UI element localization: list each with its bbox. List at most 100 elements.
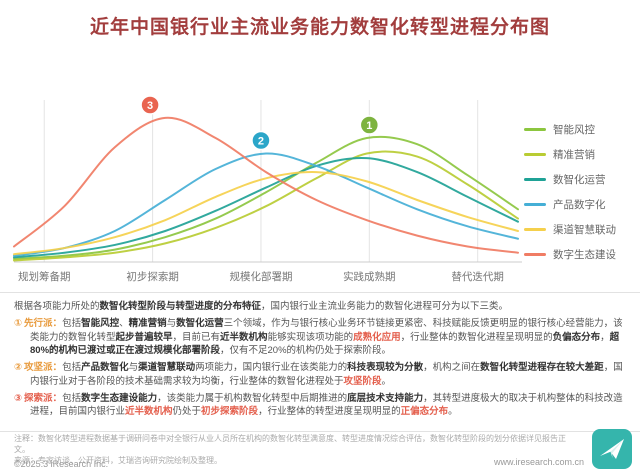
text-segment: ，行业整体的数智化进程呈现明显的 — [400, 331, 553, 343]
stage-marker-label: 3 — [147, 100, 153, 112]
legend-swatch — [524, 153, 546, 156]
text-segment: 产品数智化 — [81, 362, 129, 374]
text-segment: 三个领域，作为与银行核心业务环节链接更紧密、科技赋能反馈更明显的银行核心经营能力… — [30, 317, 623, 343]
website-text: www.iresearch.com.cn — [493, 457, 584, 467]
legend-item: 精准营销 — [524, 147, 630, 162]
legend-swatch — [524, 128, 546, 131]
legend-label: 数字生态建设 — [553, 249, 616, 261]
text-segment: 起步普遍较早 — [115, 331, 173, 343]
page-title: 近年中国银行业主流业务能力数智化转型进程分布图 — [89, 17, 550, 38]
text-segment: 超80%的机构已渡过或正在渡过规模化部署阶段 — [30, 331, 620, 357]
x-axis-label: 规划筹备期 — [18, 270, 71, 283]
footnote: 注释：数智化转型进程数据基于调研问卷中对全银行从业人员所在机构的数智化转型满意度… — [14, 434, 580, 466]
point-number: ① — [14, 317, 23, 329]
text-segment: 数智化转型阶段与转型进度的分布特征 — [99, 301, 262, 312]
text-segment: 攻坚派： — [24, 362, 63, 374]
x-axis-label: 初步探索期 — [126, 270, 179, 283]
text-segment: 根据各项能力所处的 — [14, 301, 100, 312]
legend-item: 产品数字化 — [524, 197, 630, 212]
text-segment: 精准营销 — [128, 317, 167, 329]
analysis-point: ① 先行派：包括智能风控、精准营销与数智化运营三个领域，作为与银行核心业务环节链接… — [14, 317, 626, 358]
stage-marker-label: 2 — [258, 136, 264, 148]
legend-label: 智能风控 — [553, 124, 595, 136]
text-segment: 近半数机构 — [125, 406, 173, 418]
text-segment: 与 — [166, 317, 177, 329]
copyright-text: ©2025.3 iResearch Inc. — [14, 459, 109, 469]
x-axis-label: 实践成熟期 — [343, 270, 396, 283]
text-segment: ，仅有不足20%的机构仍处于探索阶段。 — [220, 345, 392, 357]
text-segment: 成熟化应用 — [353, 331, 401, 343]
series-curve — [13, 171, 519, 256]
legend-item: 数智化运营 — [524, 172, 630, 187]
text-segment: 。 — [448, 406, 458, 418]
text-segment: 数智化转型进程存在较大差距 — [480, 362, 604, 374]
text-segment: 与 — [128, 362, 139, 374]
text-segment: ，行业整体的转型进度呈现明显的 — [258, 406, 401, 418]
chart-canvas: 规划筹备期 初步探索期 规模化部署期 实践成熟期 替代迭代期 1 2 3 — [13, 95, 522, 283]
point-number: ② — [14, 362, 23, 374]
text-segment: 先行派： — [24, 317, 63, 329]
legend-item: 智能风控 — [524, 122, 630, 137]
text-segment: 包括 — [62, 392, 82, 404]
text-segment: ， — [600, 331, 610, 343]
x-axis-label: 规模化部署期 — [229, 270, 292, 283]
text-segment: 能够实现该项功能的 — [267, 331, 354, 343]
text-segment: ，其转型进度极大的取决于机构整体的科技改造进程，目前国内银行业 — [30, 392, 623, 418]
stage-marker-label: 1 — [366, 120, 372, 132]
analysis-point: ③ 探索派：包括数字生态建设能力，该类能力属于机构数智化转型中后期推进的底层技术支… — [14, 392, 626, 420]
stage-marker — [140, 95, 160, 115]
text-segment: 数智化运营 — [176, 317, 224, 329]
text-segment: 两项能力，国内银行业在该类能力的 — [195, 362, 348, 374]
chart-legend: 智能风控精准营销数智化运营产品数字化渠道智慧联动 数字生态建设 — [524, 122, 630, 272]
text-segment: ，国内银行业对于各阶段的技术基础需求较为均衡，行业整体的数智化进程处于 — [30, 362, 623, 387]
x-axis-label: 替代迭代期 — [451, 270, 504, 283]
series-curve — [13, 152, 519, 257]
note-text: 注释：数智化转型进程数据基于调研问卷中对全银行从业人员所在机构的数智化转型满意度… — [14, 434, 566, 454]
series-curve — [13, 150, 519, 262]
text-segment: 科技表现较为分散 — [347, 362, 424, 374]
text-segment: ，机构之间在 — [423, 362, 481, 374]
stage-marker — [251, 130, 271, 151]
text-segment: 初步探索阶段 — [201, 406, 259, 418]
text-segment: 、 — [119, 317, 129, 329]
text-segment: ，目前已有 — [172, 331, 221, 343]
legend-label: 渠道智慧联动 — [553, 224, 616, 236]
analysis-intro: 根据各项能力所处的数智化转型阶段与转型进度的分布特征，国内银行业主流业务能力的数… — [14, 300, 626, 314]
series-curve — [13, 135, 519, 260]
text-segment: 攻坚阶段 — [343, 375, 382, 387]
legend-swatch — [524, 203, 546, 206]
text-segment: 近半数机构 — [220, 331, 268, 343]
legend-label: 产品数字化 — [553, 199, 606, 211]
text-segment: 智能风控 — [81, 317, 120, 329]
legend-swatch — [524, 178, 546, 181]
paper-plane-icon — [592, 429, 632, 469]
legend-item: 渠道智慧联动 — [524, 222, 630, 237]
series-curve — [13, 156, 519, 259]
legend-label: 精准营销 — [553, 149, 595, 161]
text-segment: 数字生态建设能力 — [81, 392, 158, 404]
legend-item: 数字生态建设 — [524, 247, 630, 262]
text-segment: 包括 — [62, 362, 82, 374]
text-segment: 底层技术支持能力 — [347, 392, 424, 404]
text-segment: 包括 — [62, 317, 82, 329]
analysis-section: 根据各项能力所处的数智化转型阶段与转型进度的分布特征，国内银行业主流业务能力的数… — [0, 292, 640, 432]
legend-swatch — [524, 228, 546, 231]
text-segment: ，该类能力属于机构数智化转型中后期推进的 — [157, 392, 348, 404]
analysis-points: ① 先行派：包括智能风控、精准营销与数智化运营三个领域，作为与银行核心业务环节链接… — [14, 317, 626, 419]
stage-marker — [359, 115, 380, 135]
text-segment: 仍处于 — [172, 406, 202, 418]
legend-label: 数智化运营 — [553, 174, 606, 186]
text-segment: 负偏态分布 — [552, 331, 601, 343]
series-curve — [13, 116, 519, 254]
legend-swatch — [524, 253, 546, 256]
text-segment: 正偏态分布 — [400, 406, 449, 418]
text-segment: 渠道智慧联动 — [138, 362, 196, 374]
iresearch-logo — [592, 429, 632, 469]
text-segment: 。 — [381, 375, 392, 387]
analysis-point: ② 攻坚派：包括产品数智化与渠道智慧联动两项能力，国内银行业在该类能力的科技表现较… — [14, 361, 626, 389]
distribution-chart: 规划筹备期 初步探索期 规模化部署期 实践成熟期 替代迭代期 1 2 3 — [6, 92, 530, 292]
point-number: ③ — [14, 392, 23, 404]
source-text: 来源：专家访谈、公开资料，艾瑞咨询研究院绘制及整理。 — [14, 455, 222, 465]
text-segment: 探索派： — [24, 392, 63, 404]
